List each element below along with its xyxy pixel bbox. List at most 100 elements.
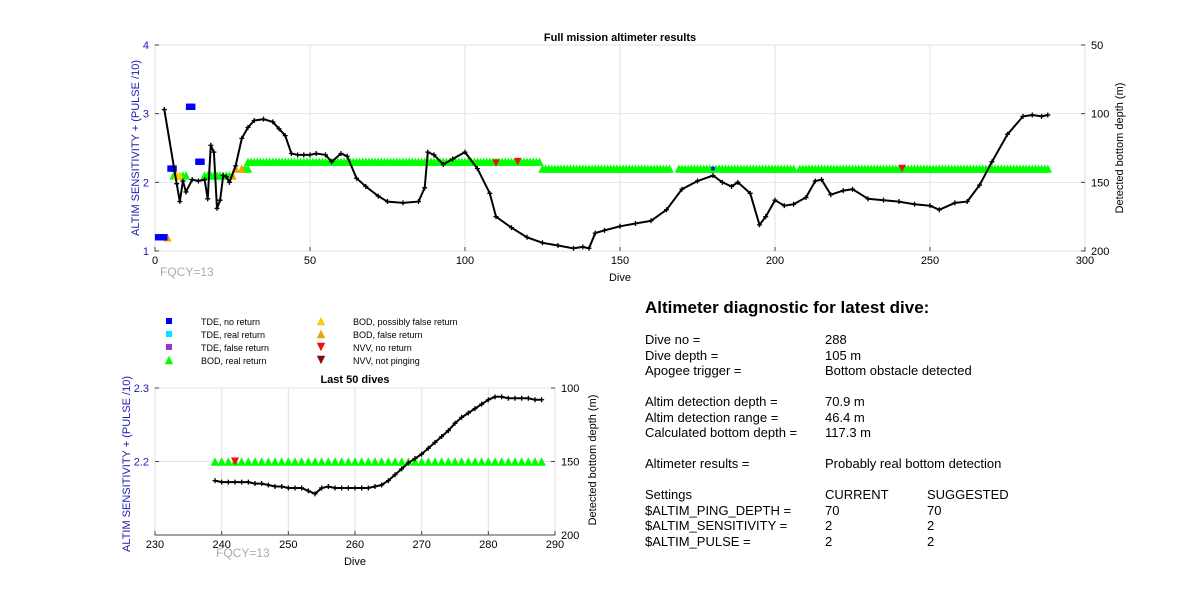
bod-real-marker xyxy=(304,457,313,466)
bottom-depth-point xyxy=(431,152,437,158)
bottom-depth-point xyxy=(664,207,669,213)
bottom-markers xyxy=(210,457,546,466)
bottom-depth-point xyxy=(487,190,493,196)
bottom-depth-point xyxy=(225,479,231,485)
suggested-header: SUGGESTED xyxy=(927,487,1009,502)
bod-false-marker xyxy=(237,164,246,173)
det-range-label: Altim detection range = xyxy=(645,409,779,425)
bod-real-marker xyxy=(270,457,280,466)
nvv-no-return-marker xyxy=(231,457,239,466)
bottom-depth-point xyxy=(344,153,350,159)
bottom-depth-point xyxy=(345,485,351,491)
x-tick-label: 250 xyxy=(279,539,297,551)
bottom-depth-point xyxy=(828,192,834,198)
bottom-depth-point xyxy=(679,186,685,192)
legend-marker-triangle xyxy=(164,355,174,365)
bottom-depth-point xyxy=(282,133,288,139)
bottom-depth-point xyxy=(422,185,428,191)
bottom-depth-point xyxy=(532,397,538,403)
top-xlabel: Dive xyxy=(609,272,631,284)
bottom-depth-point xyxy=(465,410,471,416)
top-depth-series xyxy=(161,107,1051,251)
apogee-label: Apogee trigger = xyxy=(645,363,742,378)
dive-depth-label: Dive depth = xyxy=(645,347,719,363)
top-plot-title: Full mission altimeter results xyxy=(544,32,696,44)
bod-real-marker xyxy=(290,457,300,466)
bottom-depth-point xyxy=(812,178,818,184)
bottom-depth-point xyxy=(354,175,359,181)
det-depth-label: Altim detection depth = xyxy=(645,394,778,409)
bod-real-marker xyxy=(357,457,366,466)
bottom-depth-point xyxy=(223,174,229,180)
current-header: CURRENT xyxy=(825,487,889,502)
x-tick-label: 0 xyxy=(152,255,158,267)
bottom-depth-point xyxy=(305,488,311,494)
legend-label: BOD, false return xyxy=(353,330,423,340)
bottom-depth-point xyxy=(912,201,917,207)
bottom-depth-point xyxy=(226,179,232,185)
bottom-depth-point xyxy=(416,199,421,205)
bod-real-marker xyxy=(444,457,453,466)
bottom-depth-point xyxy=(474,166,480,172)
bottom-depth-point xyxy=(265,482,271,488)
bottom-depth-point xyxy=(1020,113,1026,119)
legend-marker-square xyxy=(166,318,172,324)
top-ticks: 0 50 100 150 200 250 300 1 2 3 4 50 100 150 200 xyxy=(143,40,1109,267)
bottom-depth-point xyxy=(602,227,607,233)
sensitivity-row: $ALTIM_SENSITIVITY = 2 2 xyxy=(645,518,1165,534)
ping-depth-label: $ALTIM_PING_DEPTH = xyxy=(645,502,792,518)
y-left-tick-label: 1 xyxy=(143,246,149,258)
bottom-depth-point xyxy=(695,178,700,184)
bottom-depth-point xyxy=(865,196,871,202)
bottom-depth-series xyxy=(212,394,545,497)
bottom-depth-point xyxy=(425,149,431,155)
bod-real-marker xyxy=(484,457,493,466)
bottom-depth-point xyxy=(499,394,505,400)
bottom-plot-title: Last 50 dives xyxy=(320,374,389,386)
legend: TDE, no return TDE, real return TDE, false… xyxy=(164,316,458,366)
bottom-depth-point xyxy=(555,243,561,249)
bottom-depth-point xyxy=(819,177,824,183)
det-range-row: Altim detection range = 46.4 m xyxy=(645,410,1165,426)
dive-no-label: Dive no = xyxy=(645,332,701,347)
apogee-value: Bottom obstacle detected xyxy=(825,363,972,378)
bottom-depth-point xyxy=(251,118,257,124)
bottom-depth-point xyxy=(245,124,251,130)
calc-depth-label: Calculated bottom depth = xyxy=(645,425,798,440)
bottom-depth-point xyxy=(180,178,186,184)
bottom-depth-point xyxy=(459,414,465,420)
x-tick-label: 270 xyxy=(412,539,430,551)
bod-real-marker xyxy=(217,457,226,466)
pulse-label: $ALTIM_PULSE = xyxy=(645,533,751,549)
bottom-depth-point xyxy=(462,149,468,155)
bottom-depth-point xyxy=(220,172,226,178)
bottom-depth-point xyxy=(492,394,498,400)
settings-label: Settings xyxy=(645,487,692,502)
nvv-no-return-marker xyxy=(513,157,522,166)
bottom-depth-point xyxy=(372,483,378,489)
bod-real-marker xyxy=(277,457,286,466)
bottom-depth-point xyxy=(747,190,753,196)
bod-real-marker xyxy=(417,457,426,466)
dive-no-row: Dive no = 288 xyxy=(645,332,1165,348)
bottom-fqcy-note: FQCY=13 xyxy=(216,546,270,560)
legend-marker-square xyxy=(166,344,172,350)
calc-depth-value: 117.3 m xyxy=(825,425,872,440)
diagnostic-panel: Altimeter diagnostic for latest dive: Di… xyxy=(645,298,1165,549)
bod-real-marker xyxy=(537,457,546,466)
bottom-depth-point xyxy=(239,135,245,141)
bottom-depth-point xyxy=(338,150,344,156)
nvv-no-return-marker xyxy=(492,159,500,167)
legend-label: TDE, real return xyxy=(201,330,265,340)
bod-real-marker xyxy=(370,457,380,466)
pulse-row: $ALTIM_PULSE = 2 2 xyxy=(645,534,1165,550)
x-tick-label: 230 xyxy=(146,539,164,551)
legend-marker-triangle xyxy=(316,329,326,339)
bod-real-marker xyxy=(464,457,473,466)
bod-real-marker xyxy=(397,457,406,466)
bottom-depth-point xyxy=(617,223,623,229)
bottom-depth-point xyxy=(312,491,318,497)
y-right-tick-label: 150 xyxy=(1091,177,1109,189)
bottom-depth-point xyxy=(952,200,958,206)
